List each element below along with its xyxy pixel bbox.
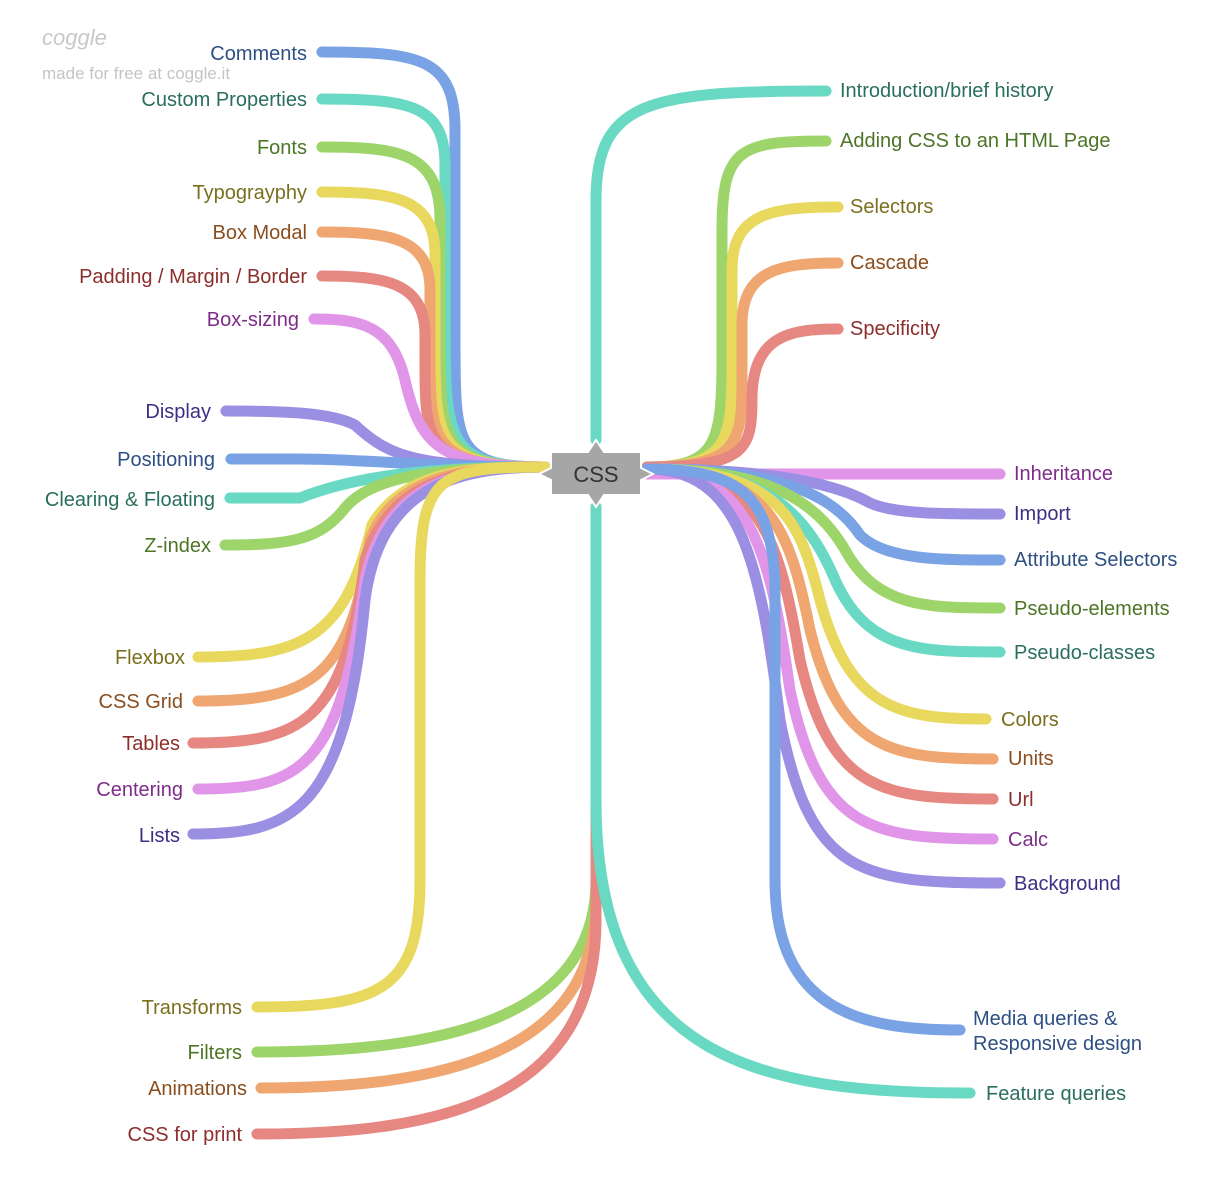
branch-label-centering[interactable]: Centering <box>96 779 183 801</box>
branch-tip-feature-queries <box>970 1087 976 1099</box>
branch-tip-flexbox <box>192 651 198 663</box>
branch-label-lists[interactable]: Lists <box>139 825 180 847</box>
branch-tip-import <box>1000 508 1006 520</box>
branch-label-css-for-print[interactable]: CSS for print <box>128 1124 243 1146</box>
branch-tip-introduction-brief-history <box>826 85 832 97</box>
branch-tip-filters <box>251 1046 257 1058</box>
branch-tip-calc <box>993 833 999 845</box>
branch-label-pseudo-classes[interactable]: Pseudo-classes <box>1014 642 1155 664</box>
branch-label-padding-margin-border[interactable]: Padding / Margin / Border <box>79 266 307 288</box>
branch-label-tables[interactable]: Tables <box>122 733 180 755</box>
branch-line-colors <box>641 463 992 725</box>
branch-label-calc[interactable]: Calc <box>1008 829 1048 851</box>
branch-line-transforms <box>251 461 551 1013</box>
branch-tip-selectors <box>838 201 844 213</box>
branch-tip-units <box>993 753 999 765</box>
branch-label-animations[interactable]: Animations <box>148 1078 247 1100</box>
branch-label-custom-properties[interactable]: Custom Properties <box>141 89 307 111</box>
branch-tip-lists <box>187 828 193 840</box>
branches <box>187 46 1006 1140</box>
branch-label-comments[interactable]: Comments <box>210 43 307 65</box>
branch-line-calc <box>641 463 999 845</box>
branch-tip-z-index <box>219 539 225 551</box>
branch-label-box-sizing[interactable]: Box-sizing <box>207 309 299 331</box>
branch-tip-inheritance <box>1000 468 1006 480</box>
branch-label-cascade[interactable]: Cascade <box>850 252 929 274</box>
branch-tip-transforms <box>251 1001 257 1013</box>
branch-tip-cascade <box>838 257 844 269</box>
branch-label-fonts[interactable]: Fonts <box>257 137 307 159</box>
branch-label-inheritance[interactable]: Inheritance <box>1014 463 1113 485</box>
branch-tip-display <box>220 405 226 417</box>
branch-label-import[interactable]: Import <box>1014 503 1071 525</box>
branch-tip-media-queries-responsive-design <box>960 1024 966 1036</box>
branch-label-filters[interactable]: Filters <box>188 1042 242 1064</box>
branch-label-selectors[interactable]: Selectors <box>850 196 933 218</box>
branch-tip-adding-css-to-an-html-page <box>826 135 832 147</box>
branch-tip-clearing-floating <box>224 492 230 504</box>
branch-line-media-queries-responsive-design <box>641 463 966 1036</box>
root-node-label: CSS <box>573 462 618 487</box>
branch-tip-background <box>1000 877 1006 889</box>
branch-label-z-index[interactable]: Z-index <box>144 535 211 557</box>
branch-label-adding-css-to-an-html-page[interactable]: Adding CSS to an HTML Page <box>840 130 1111 152</box>
branch-label-pseudo-elements[interactable]: Pseudo-elements <box>1014 598 1170 620</box>
coggle-logo: coggle <box>42 25 107 50</box>
branch-line-url <box>641 463 999 805</box>
branch-line-introduction-brief-history <box>590 85 832 446</box>
branch-line-specificity <box>641 323 844 473</box>
branch-labels: Comments Custom Properties Fonts Typograyph… <box>45 43 1178 1146</box>
branch-line-filters <box>251 501 602 1058</box>
branch-label-units[interactable]: Units <box>1008 748 1054 770</box>
branch-tip-centering <box>192 783 198 795</box>
branch-label-media-queries-responsive-design[interactable]: Media queries & Responsive design <box>973 1008 1142 1055</box>
branch-tip-box-modal <box>316 226 322 238</box>
branch-tip-url <box>993 793 999 805</box>
branch-label-background[interactable]: Background <box>1014 873 1121 895</box>
branch-label-flexbox[interactable]: Flexbox <box>115 647 185 669</box>
branch-tip-specificity <box>838 323 844 335</box>
branch-tip-colors <box>986 713 992 725</box>
root-node-box <box>536 438 656 509</box>
branch-tip-pseudo-classes <box>1000 646 1006 658</box>
branch-tip-tables <box>187 737 193 749</box>
branch-label-transforms[interactable]: Transforms <box>142 997 242 1019</box>
branch-label-specificity[interactable]: Specificity <box>850 318 940 340</box>
branch-label-colors[interactable]: Colors <box>1001 709 1059 731</box>
branch-label-attribute-selectors[interactable]: Attribute Selectors <box>1014 549 1177 571</box>
branch-label-positioning[interactable]: Positioning <box>117 449 215 471</box>
coggle-tagline: made for free at coggle.it <box>42 64 230 83</box>
branch-tip-css-for-print <box>251 1128 257 1140</box>
branch-line-feature-queries <box>590 501 976 1099</box>
branch-tip-pseudo-elements <box>1000 602 1006 614</box>
branch-tip-custom-properties <box>316 93 322 105</box>
branch-label-box-modal[interactable]: Box Modal <box>213 222 308 244</box>
branch-tip-positioning <box>225 453 231 465</box>
branch-tip-animations <box>255 1082 261 1094</box>
coggle-watermark: coggle made for free at coggle.it <box>42 25 230 83</box>
branch-tip-typograyphy <box>316 186 322 198</box>
branch-tip-box-sizing <box>308 313 314 325</box>
branch-line-css-for-print <box>251 501 602 1140</box>
branch-label-css-grid[interactable]: CSS Grid <box>99 691 183 713</box>
branch-tip-attribute-selectors <box>1000 554 1006 566</box>
branch-tip-fonts <box>316 141 322 153</box>
branch-tip-padding-margin-border <box>316 270 322 282</box>
branch-label-clearing-floating[interactable]: Clearing & Floating <box>45 489 215 511</box>
branch-label-display[interactable]: Display <box>145 401 211 423</box>
branch-tip-comments <box>316 46 322 58</box>
branch-label-url[interactable]: Url <box>1008 789 1034 811</box>
branch-label-typograyphy[interactable]: Typograyphy <box>192 182 307 204</box>
root-node[interactable]: CSS <box>536 438 656 509</box>
branch-label-introduction-brief-history[interactable]: Introduction/brief history <box>840 80 1053 102</box>
branch-label-feature-queries[interactable]: Feature queries <box>986 1083 1126 1105</box>
branch-tip-css-grid <box>192 695 198 707</box>
